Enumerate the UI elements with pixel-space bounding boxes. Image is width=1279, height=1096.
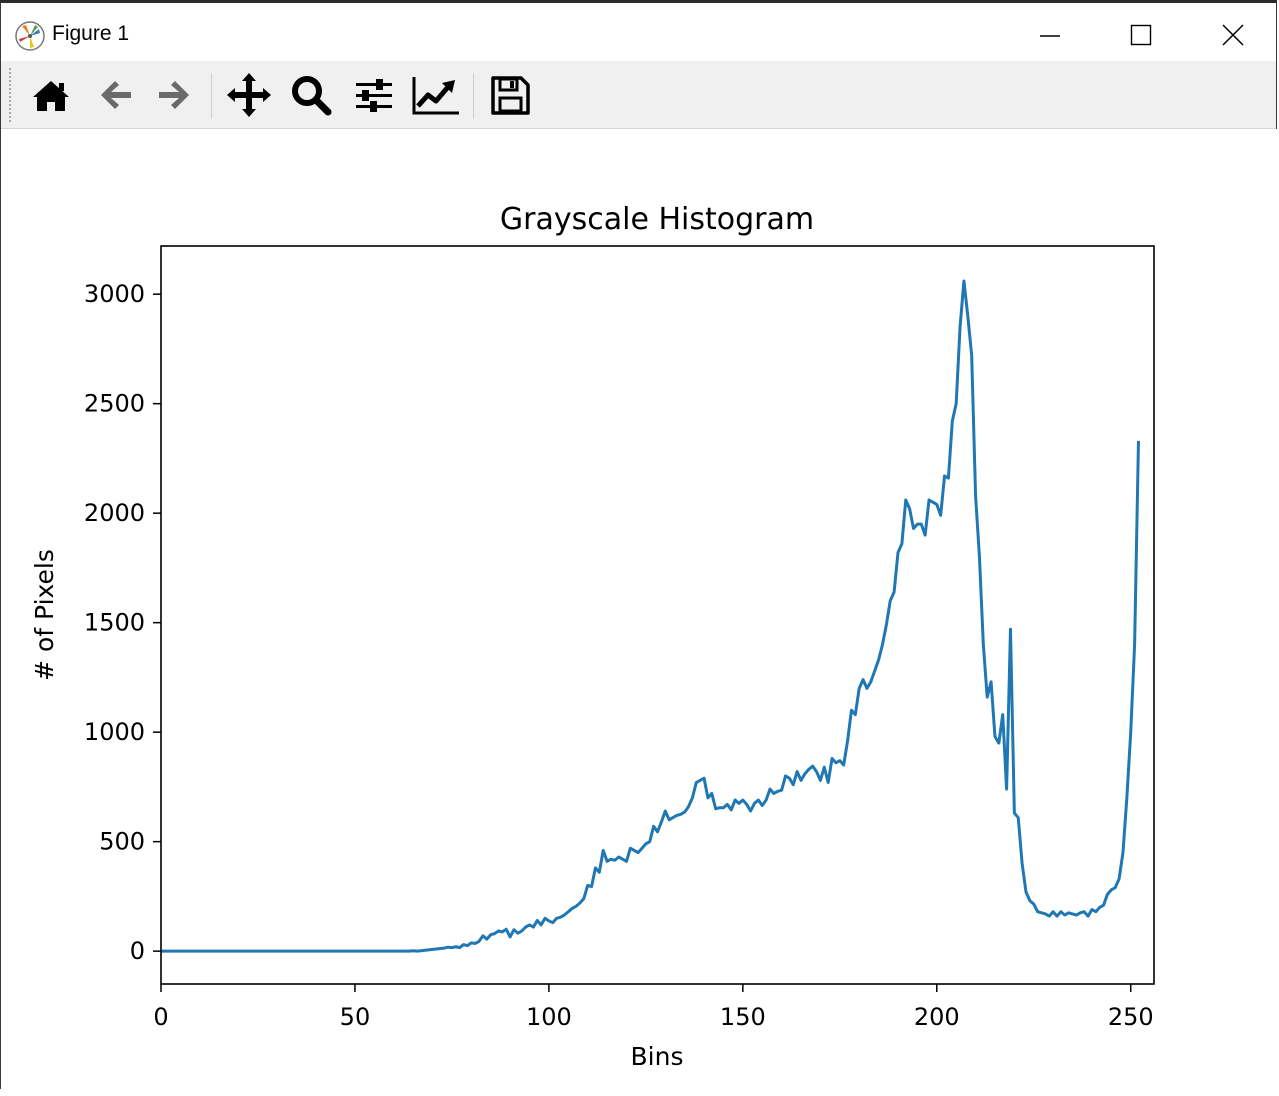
toolbar-grip[interactable] (8, 67, 12, 123)
x-tick-label: 150 (720, 1003, 766, 1031)
close-button[interactable] (1188, 9, 1278, 61)
x-tick-label: 50 (340, 1003, 371, 1031)
y-axis-label: # of Pixels (30, 549, 59, 681)
pan-button[interactable] (221, 67, 277, 123)
y-tick-label: 500 (99, 828, 145, 856)
toolbar-separator (211, 73, 212, 119)
configure-subplots-button[interactable] (346, 67, 402, 123)
sliders-icon (356, 79, 392, 112)
axes-frame (160, 245, 1155, 985)
home-button[interactable] (23, 67, 79, 123)
floppy-disk-icon (491, 76, 530, 115)
x-tick-label: 0 (153, 1003, 168, 1031)
chart-title: Grayscale Histogram (500, 202, 814, 237)
maximize-icon (1130, 24, 1152, 46)
title-bar[interactable]: Figure 1 (1, 3, 1276, 61)
minimize-button[interactable] (1005, 9, 1095, 61)
magnifier-icon (292, 76, 332, 116)
line-chart-icon (412, 77, 459, 115)
y-tick-label: 1500 (84, 609, 145, 637)
histogram-chart[interactable]: Grayscale Histogram 0 50 100 150 200 25005001… (1, 129, 1278, 1092)
y-tick-label: 2000 (84, 499, 145, 527)
toolbar-separator (473, 73, 474, 119)
histogram-series-line (161, 279, 1140, 953)
y-tick-label: 2500 (84, 390, 145, 418)
zoom-button[interactable] (283, 67, 339, 123)
y-tick-label: 1000 (84, 718, 145, 746)
move-icon (227, 73, 271, 117)
arrow-left-icon (101, 81, 131, 109)
arrow-right-icon (159, 81, 189, 109)
y-tick-label: 3000 (84, 280, 145, 308)
matplotlib-logo-icon (15, 21, 45, 51)
forward-button[interactable] (147, 67, 203, 123)
home-icon (33, 81, 69, 111)
navigation-toolbar (1, 61, 1276, 129)
x-tick-label: 200 (914, 1003, 960, 1031)
y-tick-label: 0 (130, 937, 145, 965)
x-tick-label: 250 (1108, 1003, 1154, 1031)
edit-axis-button[interactable] (408, 67, 464, 123)
minimize-icon (1040, 35, 1060, 37)
figure-canvas[interactable]: Grayscale Histogram 0 50 100 150 200 250 0 500 1… (1, 129, 1278, 1092)
back-button[interactable] (87, 67, 143, 123)
x-tick-label: 100 (526, 1003, 572, 1031)
x-axis-label: Bins (631, 1042, 684, 1071)
window-title: Figure 1 (52, 22, 130, 45)
save-button[interactable] (482, 67, 538, 123)
maximize-button[interactable] (1096, 9, 1186, 61)
close-icon (1222, 24, 1244, 46)
